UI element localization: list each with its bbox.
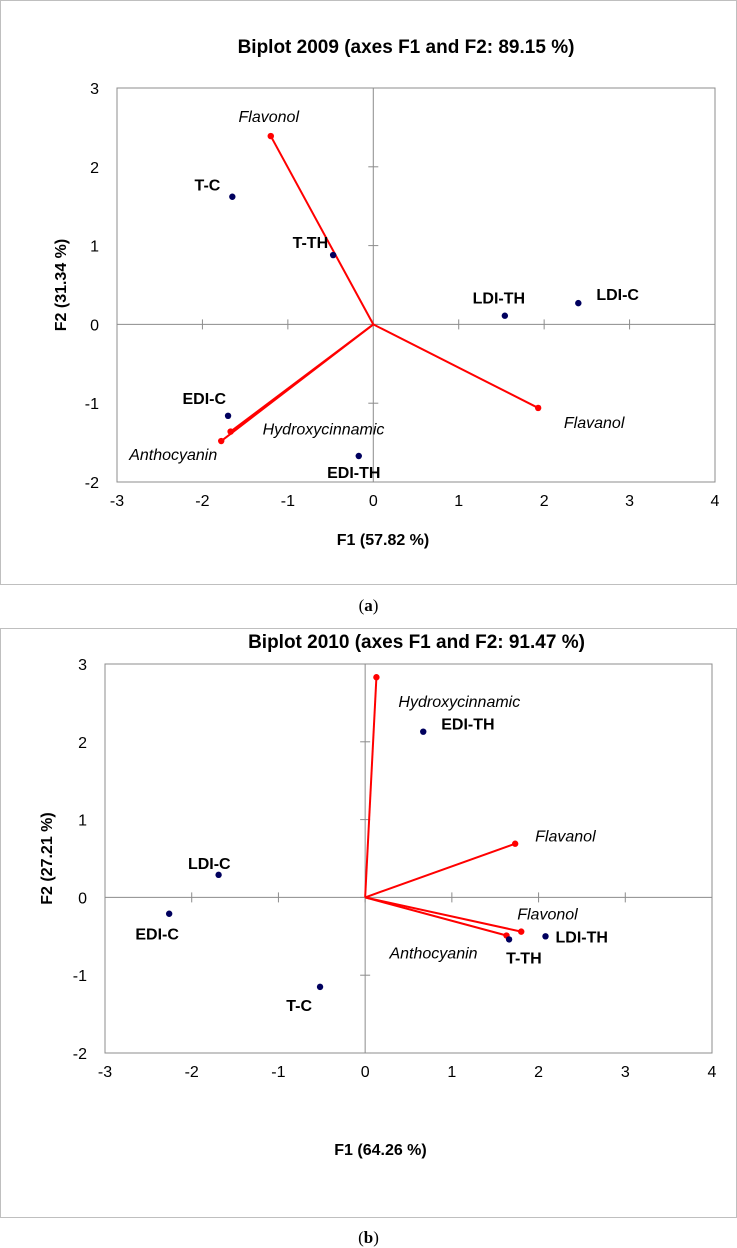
observation-label: EDI-TH <box>327 465 380 482</box>
plot-area <box>116 87 716 483</box>
variable-vector <box>364 842 516 899</box>
caption-letter: b <box>363 1228 374 1247</box>
observation-label: T-TH <box>293 235 329 252</box>
y-tick-label: -1 <box>73 968 87 985</box>
x-tick-label: 3 <box>625 493 634 510</box>
variable-point <box>373 674 380 681</box>
x-tick-label: -2 <box>195 493 209 510</box>
y-tick-label: 2 <box>90 160 99 177</box>
variable-point <box>518 928 525 935</box>
x-tick-label: -3 <box>110 493 124 510</box>
observation-label: T-TH <box>506 950 542 967</box>
x-tick-label: -2 <box>185 1064 199 1081</box>
variable-point <box>534 404 542 412</box>
y-tick-label: -2 <box>85 475 99 492</box>
variable-label: Hydroxycinnamic <box>263 422 385 439</box>
variable-vector <box>364 677 378 898</box>
x-tick-label: -1 <box>281 493 295 510</box>
x-tick-label: 1 <box>447 1064 456 1081</box>
observation-point <box>542 933 549 940</box>
variable-vector <box>364 896 507 937</box>
x-tick-label: 0 <box>361 1064 370 1081</box>
variable-vector <box>220 323 374 442</box>
observation-label: LDI-C <box>596 287 639 304</box>
y-axis-label: F2 (27.21 %) <box>39 812 56 904</box>
x-axis-label: F1 (64.26 %) <box>334 1142 426 1159</box>
observation-point <box>355 452 362 460</box>
observation-point <box>575 299 582 307</box>
plot-area <box>104 663 713 1054</box>
variable-point <box>511 840 519 847</box>
x-tick-label: 0 <box>369 493 378 510</box>
x-tick-label: 4 <box>711 493 720 510</box>
observation-point <box>316 983 324 991</box>
biplot-2009-chart: -3 -2 -1 0 1 2 3 4 -2 -1 0 1 2 3 Biplot 2009 (axes F1 … <box>0 0 737 585</box>
variable-label: Flavanol <box>564 415 625 432</box>
y-tick-label: 3 <box>90 81 99 98</box>
observation-point <box>165 910 173 917</box>
x-tick-label: -1 <box>271 1064 285 1081</box>
observation-label: LDI-TH <box>556 929 608 946</box>
y-tick-label: 1 <box>90 239 99 256</box>
observation-label: EDI-TH <box>441 717 494 734</box>
y-tick-label: 1 <box>78 813 87 830</box>
observation-label: EDI-C <box>182 391 226 408</box>
variable-label: Flavonol <box>239 109 300 126</box>
chart-title: Biplot 2010 (axes F1 and F2: 91.47 %) <box>248 632 585 653</box>
y-tick-label: 0 <box>78 890 87 907</box>
observation-label: EDI-C <box>135 927 179 944</box>
variable-vector <box>364 896 522 933</box>
figure-caption: (b) <box>358 1228 379 1247</box>
observation-label: LDI-C <box>188 856 231 873</box>
figure-caption: (a) <box>358 596 379 615</box>
x-tick-label: 3 <box>621 1064 630 1081</box>
variable-label: Hydroxycinnamic <box>398 694 520 711</box>
chart-title: Biplot 2009 (axes F1 and F2: 89.15 %) <box>238 37 575 58</box>
observation-point <box>420 728 427 735</box>
observation-point <box>215 871 222 879</box>
x-tick-label: -3 <box>98 1064 112 1081</box>
variable-point <box>267 132 274 140</box>
x-tick-label: 4 <box>708 1064 717 1081</box>
y-tick-label: 0 <box>90 317 99 334</box>
variable-label: Anthocyanin <box>128 447 217 464</box>
y-axis-label: F2 (31.34 %) <box>53 239 70 331</box>
biplot-2010-chart: -3 -2 -1 0 1 2 3 4 -2 -1 0 1 2 3 Biplot 2010 (axes F1 … <box>0 628 737 1218</box>
y-tick-label: 3 <box>78 657 87 674</box>
y-tick-label: -1 <box>85 396 99 413</box>
variable-label: Anthocyanin <box>388 946 477 963</box>
observation-label: LDI-TH <box>473 291 525 308</box>
variable-point <box>218 437 225 445</box>
observation-point <box>505 936 513 943</box>
observation-point <box>329 251 337 259</box>
variable-label: Flavanol <box>535 829 596 846</box>
observation-point <box>224 412 232 420</box>
variable-vector <box>372 323 539 409</box>
x-tick-label: 2 <box>540 493 549 510</box>
x-tick-label: 1 <box>454 493 463 510</box>
observation-label: T-C <box>286 998 312 1015</box>
x-axis-label: F1 (57.82 %) <box>337 532 429 549</box>
x-tick-label: 2 <box>534 1064 543 1081</box>
variable-label: Flavonol <box>517 907 578 924</box>
observation-point <box>229 193 236 200</box>
observation-point <box>501 312 509 319</box>
y-tick-label: -2 <box>73 1046 87 1063</box>
caption-letter: a <box>364 596 373 615</box>
observation-label: T-C <box>195 178 221 195</box>
y-tick-label: 2 <box>78 735 87 752</box>
variable-vector <box>269 135 375 325</box>
